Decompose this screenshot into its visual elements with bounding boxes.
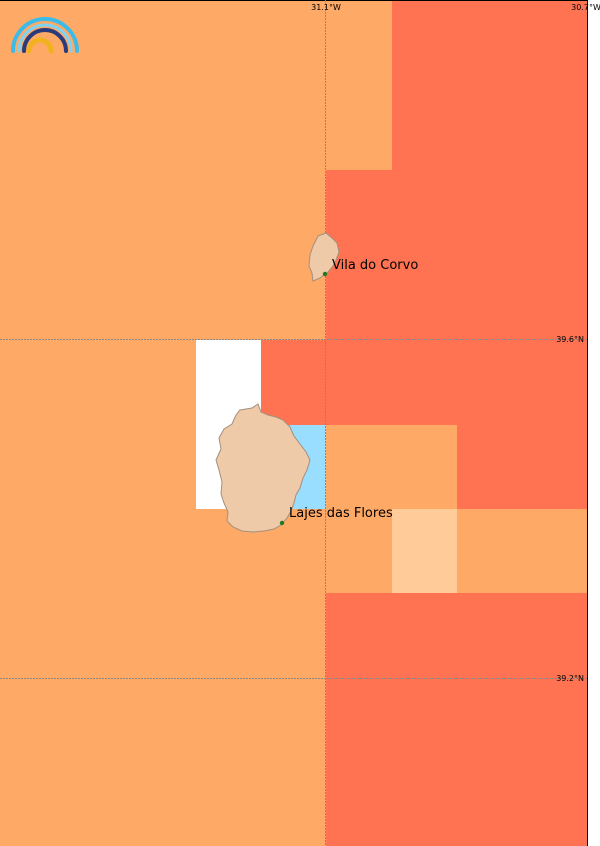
place-label: Vila do Corvo	[332, 258, 418, 273]
grid-cell	[457, 509, 588, 593]
outside-area	[588, 0, 600, 846]
longitude-tick-label: 31.1°W	[311, 3, 341, 12]
town-vila-do-corvo[interactable]: Vila do Corvo	[322, 258, 419, 277]
corvo-island	[308, 232, 340, 282]
latitude-tick-label: 39.6°N	[556, 335, 584, 344]
town-lajes-das-flores[interactable]: Lajes das Flores	[279, 506, 393, 526]
grid-cell	[392, 509, 457, 593]
grid-cell	[326, 170, 588, 425]
grid-cell	[326, 593, 588, 846]
latitude-tick-label: 39.2°N	[556, 674, 584, 683]
grid-cell	[261, 340, 326, 425]
town-marker-icon	[279, 520, 285, 526]
grid-cell	[457, 425, 588, 509]
grid-cell	[326, 0, 392, 170]
place-label: Lajes das Flores	[289, 506, 393, 521]
grid-cell	[326, 509, 392, 593]
rainbow-logo-icon	[11, 17, 79, 54]
grid-cell	[392, 0, 588, 170]
grid-cell	[326, 425, 457, 509]
flores-island	[215, 403, 311, 533]
town-marker-icon	[322, 271, 328, 277]
longitude-tick-label: 30.7°W	[571, 3, 600, 12]
